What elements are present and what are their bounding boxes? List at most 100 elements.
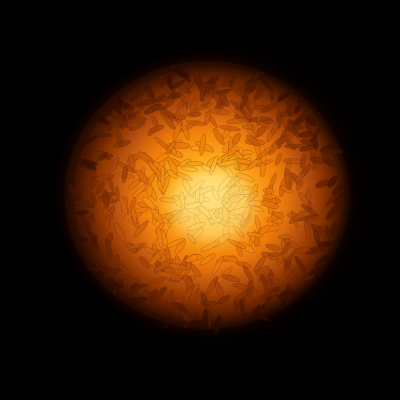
rice-grain	[130, 242, 147, 249]
rice-grain	[254, 215, 261, 231]
rice-grain	[315, 179, 330, 189]
rice-grain	[114, 185, 120, 202]
rice-grain	[109, 98, 123, 115]
rice-grain	[275, 133, 295, 145]
rice-grain	[309, 126, 322, 144]
rice-grain	[151, 286, 167, 304]
rice-grain	[83, 216, 97, 223]
rice-grain	[319, 148, 333, 168]
rice-grain	[89, 192, 97, 205]
rice-grain	[81, 134, 98, 146]
rice-grain	[105, 115, 124, 130]
rice-grain	[259, 162, 266, 178]
rice-grain	[239, 88, 250, 110]
rice-grain	[227, 239, 247, 249]
rice-grain	[255, 145, 274, 161]
rice-grain	[103, 214, 111, 230]
rice-grain	[142, 196, 156, 210]
hot-core	[170, 169, 254, 241]
rice-grain	[128, 178, 141, 190]
rice-grain	[277, 90, 286, 103]
rice-grain	[221, 76, 234, 88]
rice-grain	[252, 121, 259, 137]
rice-grain	[147, 160, 162, 177]
rice-grain	[331, 182, 346, 196]
rice-grain	[158, 74, 165, 88]
rice-grain	[313, 228, 321, 245]
rice-grain	[159, 108, 176, 119]
rice-grain	[194, 70, 203, 93]
rice-grain	[301, 273, 316, 282]
rice-grain	[200, 240, 220, 252]
rice-grain	[304, 219, 311, 240]
rice-grain	[156, 95, 171, 103]
rice-grain	[204, 300, 218, 306]
rice-grain	[298, 192, 310, 205]
rice-grain	[283, 260, 292, 273]
rice-grain	[219, 94, 230, 107]
rice-grain	[283, 252, 295, 268]
rice-grain	[204, 111, 211, 125]
rice-grain	[175, 238, 187, 254]
rice-grain	[246, 232, 264, 238]
rice-grain	[252, 104, 267, 111]
rice-grain	[226, 117, 248, 125]
rice-grain	[232, 133, 241, 146]
rice-grain	[89, 231, 100, 252]
rice-grain	[233, 108, 245, 119]
rice-grain	[294, 255, 307, 274]
rice-grain	[103, 267, 122, 278]
rice-grain	[141, 80, 156, 100]
rice-grain	[281, 241, 292, 254]
rice-grain	[179, 320, 202, 327]
rice-grain	[205, 275, 219, 296]
rice-grain	[102, 207, 114, 221]
rice-grain	[212, 127, 225, 145]
rice-grain	[126, 116, 147, 124]
rice-grain	[189, 97, 198, 116]
rice-grain	[300, 203, 318, 216]
rice-grain	[170, 79, 186, 89]
rice-grain	[67, 189, 81, 203]
rice-grain	[233, 288, 252, 303]
rice-grain	[175, 69, 192, 83]
rice-grain	[267, 252, 282, 257]
rice-grain	[114, 254, 121, 269]
rice-grain	[166, 76, 173, 90]
rice-grain	[126, 277, 141, 284]
rice-grain	[251, 286, 258, 300]
rice-grain	[265, 243, 281, 251]
rice-grain	[139, 256, 151, 269]
rice-grain	[128, 153, 136, 170]
rice-grain	[285, 283, 293, 299]
rice-grain	[321, 143, 339, 150]
rice-grain	[312, 136, 319, 151]
rice-grain	[69, 235, 89, 242]
rice-grain	[283, 143, 305, 149]
rice-grain	[293, 247, 312, 255]
rice-grain	[285, 126, 298, 134]
rice-grain	[327, 175, 338, 188]
rice-grain	[93, 174, 115, 182]
rice-grain	[182, 123, 190, 141]
rice-grain	[182, 274, 195, 289]
rice-grain	[258, 289, 272, 307]
rice-grain	[96, 152, 109, 162]
rice-grain	[269, 172, 277, 189]
rice-grain	[283, 97, 301, 108]
rice-grain	[74, 210, 90, 216]
rice-grain	[130, 205, 138, 224]
rice-grain	[274, 152, 282, 167]
rice-grain	[127, 296, 148, 304]
rice-grain	[288, 210, 307, 224]
rice-grain	[314, 252, 331, 267]
rice-grain	[172, 121, 182, 142]
rice-grain	[255, 265, 270, 277]
rice-grain	[199, 253, 216, 266]
rice-grain	[269, 83, 275, 101]
rice-grain	[181, 166, 199, 172]
rice-grain	[213, 314, 222, 336]
rice-grain	[95, 263, 110, 276]
